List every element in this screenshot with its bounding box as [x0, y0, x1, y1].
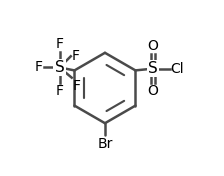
Text: S: S	[55, 60, 65, 75]
Text: Br: Br	[97, 137, 113, 151]
Text: O: O	[148, 39, 159, 53]
Text: F: F	[72, 49, 80, 63]
Text: O: O	[148, 84, 159, 98]
Text: Cl: Cl	[171, 62, 184, 76]
Text: S: S	[148, 61, 158, 76]
Text: F: F	[56, 84, 64, 98]
Text: F: F	[73, 78, 81, 93]
Text: F: F	[35, 61, 43, 74]
Text: F: F	[56, 37, 64, 51]
